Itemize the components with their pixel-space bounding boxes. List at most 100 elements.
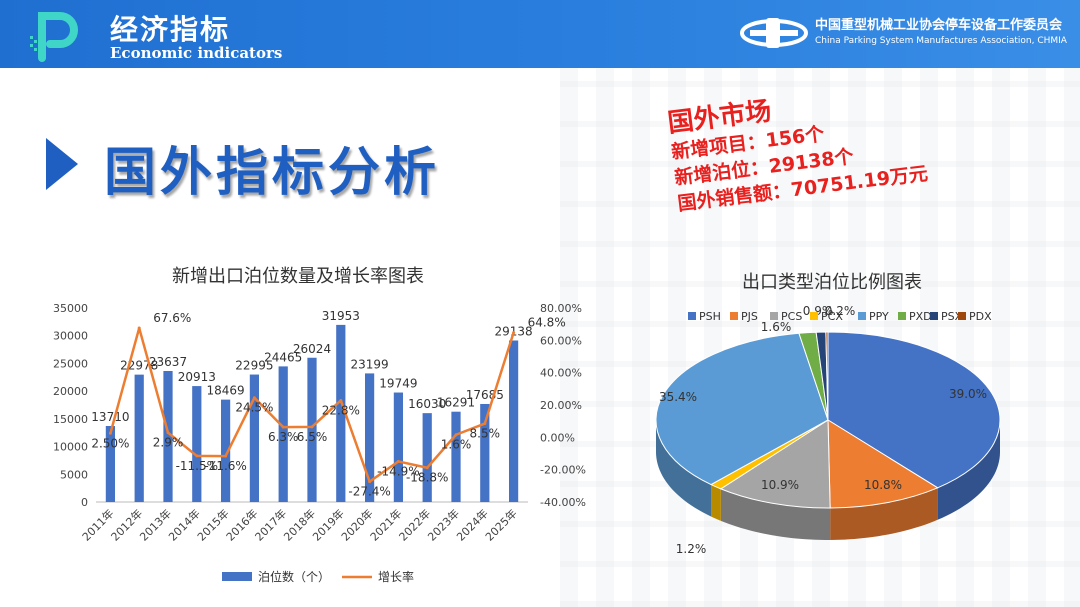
y-left-tick-label: 25000	[53, 357, 88, 370]
pie-label-PSH: 39.0%	[949, 387, 987, 401]
bar-value-label: 20913	[178, 370, 216, 384]
legend-bar-label: 泊位数（个）	[258, 569, 330, 584]
association-name-en: China Parking System Manufactures Associ…	[815, 36, 1067, 46]
growth-point-2012年	[137, 326, 141, 330]
y-left-tick-label: 5000	[60, 468, 88, 481]
bar-2016年	[249, 374, 260, 502]
growth-point-2024年	[483, 422, 487, 426]
legend-swatch-PDX	[958, 312, 966, 320]
header-bar: 经济指标 Economic indicators 中国重型机械工业协会停车设备工…	[0, 0, 1080, 68]
bar-value-label: 22995	[235, 359, 273, 373]
bar-2022年	[422, 413, 432, 502]
pie-side-PCS	[720, 488, 831, 540]
legend-swatch-PJS	[730, 312, 738, 320]
bar-value-label: 23637	[149, 355, 187, 369]
y-right-tick-label: 20.00%	[540, 399, 582, 412]
growth-point-2013年	[166, 431, 170, 435]
growth-point-2016年	[252, 396, 256, 400]
growth-point-2011年	[108, 431, 112, 435]
growth-value-label: -11.6%	[204, 459, 246, 473]
legend-label-PCX: PCX	[821, 310, 843, 323]
bar-2019年	[336, 324, 346, 502]
header-title-en: Economic indicators	[110, 44, 283, 62]
growth-point-2015年	[224, 454, 228, 458]
bar-2024年	[480, 403, 490, 502]
legend-swatch-PCX	[810, 312, 818, 320]
pie-label-PCS: 10.9%	[761, 478, 799, 492]
legend-label-PJS: PJS	[741, 310, 758, 323]
y-left-tick-label: 35000	[53, 302, 88, 315]
bar-2021年	[393, 392, 404, 502]
association-logo-icon	[740, 18, 808, 48]
pie-chart-title: 出口类型泊位比例图表	[742, 272, 922, 293]
bar-value-label: 16291	[437, 396, 475, 410]
bar-2020年	[364, 373, 375, 502]
pie-side-PCX	[711, 484, 721, 521]
legend-swatch-PSX	[930, 312, 938, 320]
growth-value-label: 22.8%	[322, 403, 360, 417]
bar-2012年	[134, 374, 144, 502]
bar-value-label: 18469	[207, 384, 245, 398]
growth-value-label: -18.8%	[406, 471, 448, 485]
pie-label-PCX: 1.2%	[676, 542, 707, 556]
legend-swatch-PPY	[858, 312, 866, 320]
y-left-tick-label: 30000	[53, 330, 88, 343]
pie-label-PXD: 1.6%	[761, 320, 792, 334]
bar-2018年	[307, 357, 317, 502]
y-right-tick-label: -20.00%	[540, 464, 586, 477]
bar-value-label: 24465	[264, 350, 302, 364]
pie-slice-PPY	[655, 332, 829, 486]
pie-label-PPY: 35.4%	[659, 390, 697, 404]
y-right-tick-label: 0.00%	[540, 431, 575, 444]
pie-side-PSH	[937, 420, 1000, 520]
section-title: 国外指标分析	[104, 143, 441, 203]
growth-value-label: 2.9%	[153, 436, 184, 450]
y-left-tick-label: 0	[81, 496, 88, 509]
growth-point-2018年	[310, 425, 314, 429]
y-right-tick-label: 80.00%	[540, 302, 582, 315]
y-right-tick-label: 40.00%	[540, 367, 582, 380]
legend-swatch-PSH	[688, 312, 696, 320]
bar-2014年	[192, 386, 202, 502]
legend-swatch-PXD	[898, 312, 906, 320]
growth-value-label: 6.5%	[297, 430, 328, 444]
y-left-tick-label: 15000	[53, 413, 88, 426]
pie-slice-PDX	[825, 331, 829, 421]
bar-value-label: 13710	[91, 410, 129, 424]
export-berths-bar-line-chart: 35000 30000 25000 20000 15000 10000 5000 0 80.00…	[53, 302, 586, 584]
growth-value-label: 24.5%	[235, 401, 273, 415]
growth-value-label: 1.6%	[441, 438, 472, 452]
bar-value-label: 17685	[466, 388, 504, 402]
growth-value-label: -14.9%	[377, 464, 419, 478]
association-name-cn: 中国重型机械工业协会停车设备工作委员会	[815, 18, 1063, 33]
bar-2011年	[105, 426, 116, 502]
growth-value-label: 67.6%	[153, 311, 191, 325]
bar-value-label: 31953	[322, 309, 360, 323]
legend-label-PPY: PPY	[869, 310, 889, 323]
legend-bar-swatch	[222, 572, 252, 581]
legend-label-PDX: PDX	[969, 310, 992, 323]
bar-2017年	[278, 366, 288, 502]
pie-slice-PJS	[827, 419, 939, 509]
pie-slice-PCS	[719, 419, 831, 509]
growth-point-2019年	[339, 398, 343, 402]
legend-swatch-PCS	[770, 312, 778, 320]
bar-2023年	[451, 411, 461, 502]
bar-2025年	[508, 340, 519, 502]
bar-value-label: 26024	[293, 342, 331, 356]
logo-p-icon	[30, 12, 78, 62]
pie-slice-PSH	[827, 331, 1001, 489]
bar-2015年	[220, 399, 231, 502]
growth-value-label: -27.4%	[348, 485, 390, 499]
pie-side-PJS	[830, 487, 938, 540]
growth-point-2022年	[425, 466, 429, 470]
legend-line-label: 增长率	[378, 569, 414, 584]
growth-point-2017年	[281, 425, 285, 429]
growth-point-2025年	[512, 331, 516, 335]
y-right-tick-label: -40.00%	[540, 496, 586, 509]
growth-point-2023年	[454, 433, 458, 437]
growth-value-label: -11.5%	[176, 459, 218, 473]
bar-value-label: 16030	[408, 397, 446, 411]
bar-value-label: 23199	[351, 357, 389, 371]
legend-label-PCS: PCS	[781, 310, 802, 323]
